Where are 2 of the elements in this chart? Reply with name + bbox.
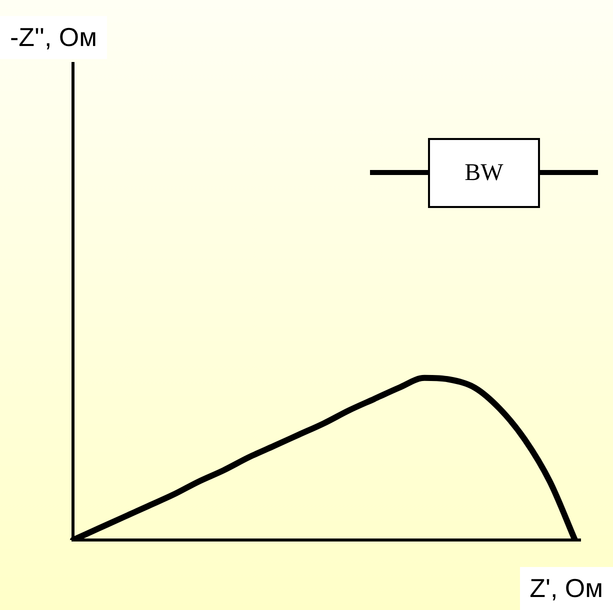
x-axis-title: Z', Ом xyxy=(520,567,613,610)
text: -Z'', Ом xyxy=(0,16,108,59)
